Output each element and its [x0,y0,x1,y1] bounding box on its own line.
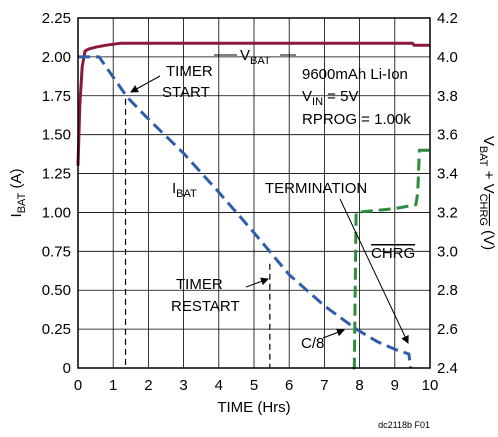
x-tick-label: 7 [320,377,328,394]
timer-restart-line2: RESTART [171,298,240,315]
y-left-tick-label: 0.75 [42,243,71,260]
annotations: VBAT 9600mAh Li-Ion VIN = 5V RPROG = 1.0… [130,47,415,352]
y-left-tick-label: 0.50 [42,282,71,299]
chrg-label: CHRG [371,245,415,262]
x-tick-label: 3 [179,377,187,394]
y-left-tick-label: 1.50 [42,127,71,144]
series-lines [76,41,430,370]
plot-frame [77,17,431,369]
termination-label: TERMINATION [265,180,367,197]
termination-arrow [339,198,409,344]
c8-arrow [322,328,345,339]
timer-markers [124,98,271,368]
series-ibat [78,55,413,369]
y-left-tick-label: 1.75 [42,88,71,105]
y-right-tick-label: 4.2 [437,10,458,27]
x-tick-label: 5 [250,377,258,394]
series-chrg [352,148,430,370]
info-vin: VIN = 5V [302,88,358,108]
x-axis-title: TIME (Hrs) [217,399,290,416]
y-right-tick-label: 3.8 [437,88,458,105]
timer-start-arrow [130,75,161,93]
y-left-axis-title: IBAT (A) [8,169,28,218]
ibat-label: IBAT [172,180,197,200]
y-right-tick-label: 2.6 [437,321,458,338]
x-tick-label: 10 [422,377,439,394]
y-right-tick-labels: 2.4 2.6 2.8 3.0 3.2 3.4 3.6 3.8 4.0 4.2 [437,10,458,377]
timer-start-line2: START [162,84,210,101]
info-battery: 9600mAh Li-Ion [302,66,408,83]
vbat-label: VBAT [240,47,271,67]
y-right-tick-label: 2.4 [437,360,458,377]
y-right-tick-label: 3.4 [437,166,458,183]
x-tick-label: 0 [74,377,82,394]
info-rprog: RPROG = 1.00k [302,111,411,128]
y-left-tick-label: 0.25 [42,321,71,338]
c8-label: C/8 [301,335,324,352]
y-left-tick-label: 0 [63,360,71,377]
x-tick-label: 9 [391,377,399,394]
y-right-tick-label: 3.0 [437,243,458,260]
x-tick-label: 4 [215,377,223,394]
x-tick-label: 8 [355,377,363,394]
y-right-tick-label: 3.6 [437,127,458,144]
y-left-tick-label: 2.00 [42,49,71,66]
y-left-tick-labels: 0 0.25 0.50 0.75 1.00 1.25 1.50 1.75 2.00 2.25 [42,10,71,377]
grid [78,18,430,368]
y-left-tick-label: 1.25 [42,166,71,183]
series-vbat [76,41,430,166]
x-tick-label: 1 [109,377,117,394]
y-left-tick-label: 1.00 [42,204,71,221]
figure-caption: dc2118b F01 [378,420,430,430]
y-right-axis-title: VBAT + VCHRG (V) [477,136,497,250]
timer-restart-arrow [245,277,269,288]
y-left-tick-label: 2.25 [42,10,71,27]
y-right-tick-label: 2.8 [437,282,458,299]
timer-start-line1: TIMER [166,63,213,80]
x-tick-labels: 0 1 2 3 4 5 6 7 8 9 10 [74,377,439,394]
y-right-tick-label: 3.2 [437,204,458,221]
timer-restart-line1: TIMER [176,276,223,293]
y-right-tick-label: 4.0 [437,49,458,66]
x-tick-label: 6 [285,377,293,394]
x-tick-label: 2 [144,377,152,394]
